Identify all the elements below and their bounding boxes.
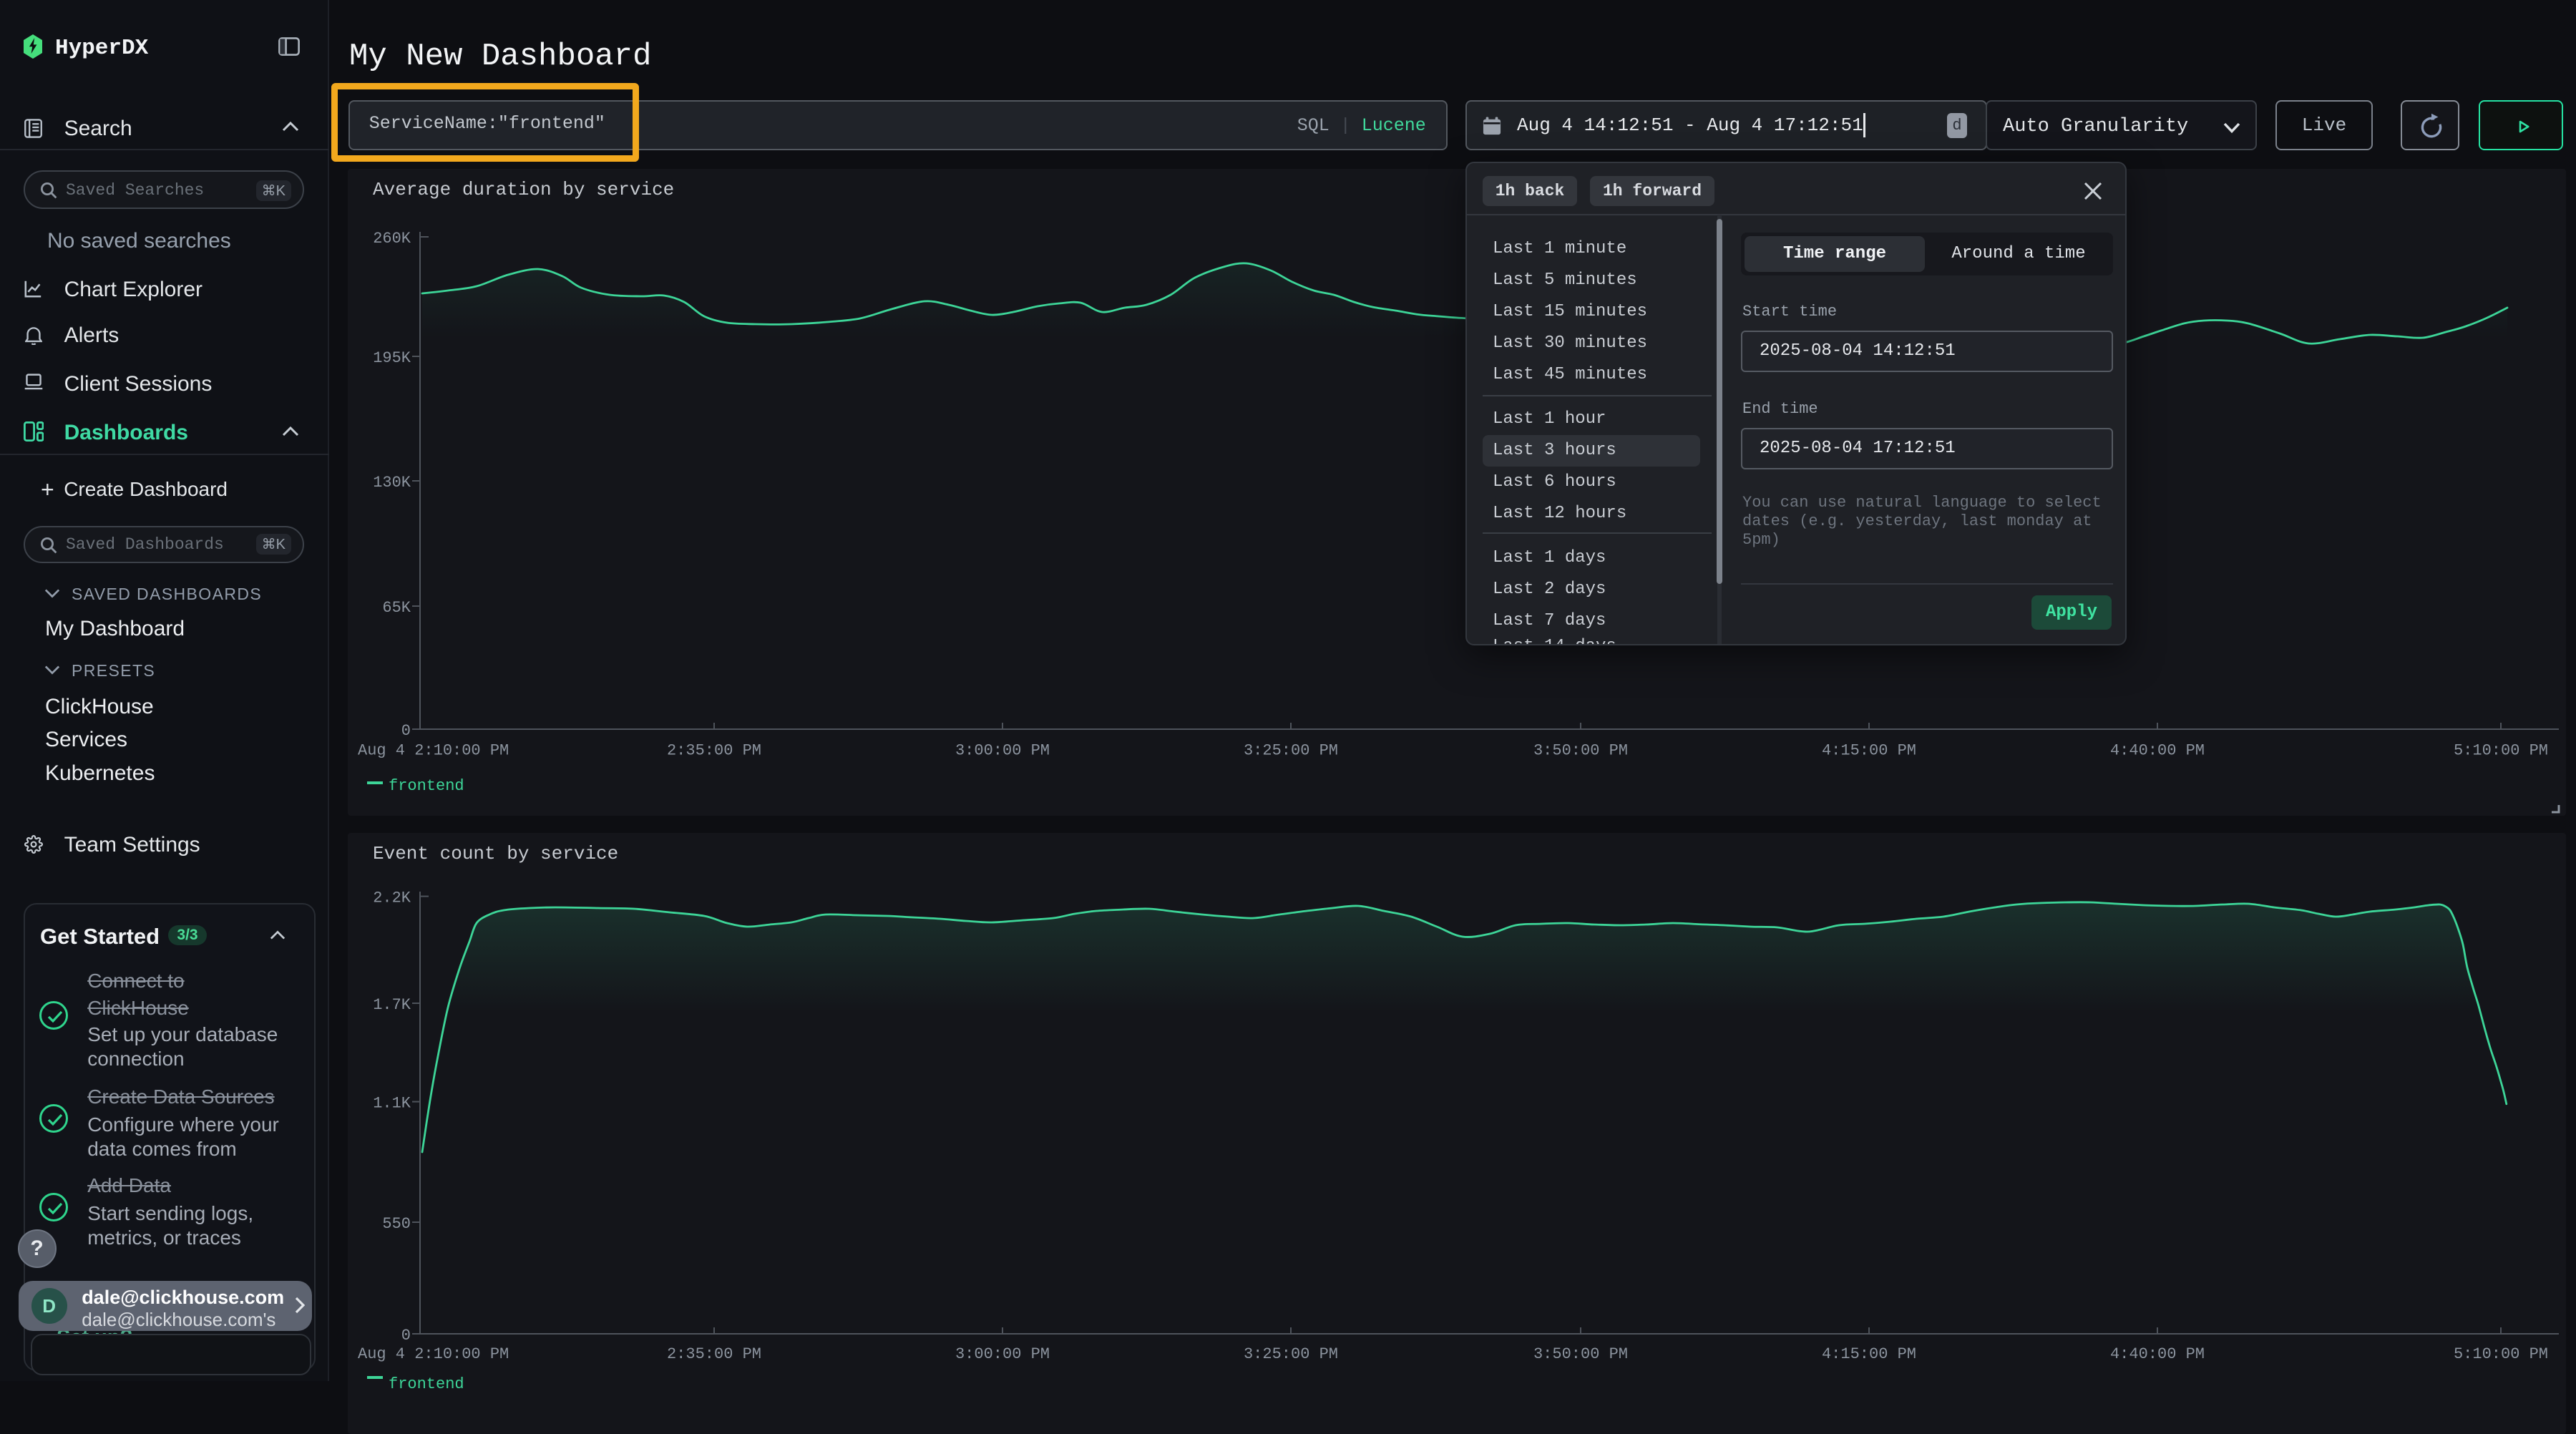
- svg-text:65K: 65K: [382, 599, 411, 617]
- svg-text:3:25:00 PM: 3:25:00 PM: [1244, 1345, 1338, 1363]
- svg-text:frontend: frontend: [389, 777, 464, 795]
- svg-text:Aug 4 2:10:00 PM: Aug 4 2:10:00 PM: [358, 742, 509, 760]
- svg-text:4:15:00 PM: 4:15:00 PM: [1822, 1345, 1916, 1363]
- svg-text:3:25:00 PM: 3:25:00 PM: [1244, 742, 1338, 760]
- svg-text:Aug 4 2:10:00 PM: Aug 4 2:10:00 PM: [358, 1345, 509, 1363]
- svg-text:0: 0: [401, 1327, 411, 1345]
- svg-text:frontend: frontend: [389, 1375, 464, 1393]
- svg-text:3:00:00 PM: 3:00:00 PM: [955, 1345, 1050, 1363]
- svg-text:5:10:00 PM: 5:10:00 PM: [2454, 742, 2548, 760]
- svg-text:2.2K: 2.2K: [373, 889, 411, 907]
- svg-text:550: 550: [382, 1215, 411, 1233]
- svg-text:4:40:00 PM: 4:40:00 PM: [2110, 1345, 2205, 1363]
- svg-text:260K: 260K: [373, 230, 411, 248]
- svg-text:4:15:00 PM: 4:15:00 PM: [1822, 742, 1916, 760]
- svg-text:3:50:00 PM: 3:50:00 PM: [1533, 1345, 1628, 1363]
- svg-text:4:40:00 PM: 4:40:00 PM: [2110, 742, 2205, 760]
- svg-text:130K: 130K: [373, 474, 411, 492]
- svg-text:3:00:00 PM: 3:00:00 PM: [955, 742, 1050, 760]
- svg-text:5:10:00 PM: 5:10:00 PM: [2454, 1345, 2548, 1363]
- svg-text:1.1K: 1.1K: [373, 1095, 411, 1113]
- svg-text:0: 0: [401, 722, 411, 740]
- svg-text:2:35:00 PM: 2:35:00 PM: [667, 742, 761, 760]
- svg-text:195K: 195K: [373, 349, 411, 367]
- svg-text:1.7K: 1.7K: [373, 996, 411, 1014]
- svg-text:3:50:00 PM: 3:50:00 PM: [1533, 742, 1628, 760]
- svg-text:2:35:00 PM: 2:35:00 PM: [667, 1345, 761, 1363]
